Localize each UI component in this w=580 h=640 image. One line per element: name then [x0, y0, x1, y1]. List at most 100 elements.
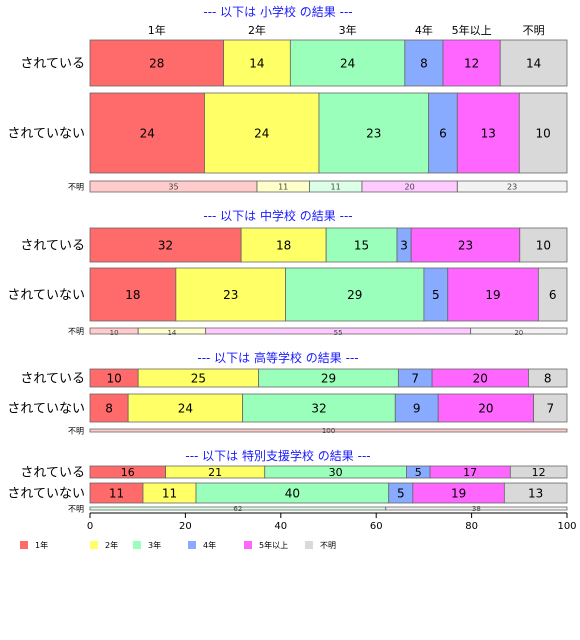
bar-segment: [89, 428, 568, 433]
data-label: 23: [507, 183, 517, 192]
row-label: されている: [20, 372, 85, 387]
data-label: 20: [514, 329, 523, 337]
row-label: されていない: [7, 487, 85, 502]
bar-segment: [437, 393, 535, 423]
bar-segment: [242, 393, 396, 423]
legend-swatch: [20, 541, 28, 549]
legend-label: 3年: [148, 540, 161, 550]
data-label: 21: [208, 466, 222, 479]
data-label: 10: [106, 372, 121, 386]
data-label: 11: [278, 183, 288, 192]
x-tick-label: 40: [274, 521, 287, 532]
panel-title: --- 以下は 中学校 の結果 ---: [203, 208, 352, 223]
bar-segment: [204, 92, 320, 174]
data-label: 11: [162, 487, 177, 501]
data-label: 5: [432, 288, 440, 302]
data-label: 32: [311, 402, 326, 416]
data-label: 11: [109, 487, 124, 501]
data-label: 10: [536, 239, 551, 253]
row-label: されている: [20, 239, 85, 254]
data-label: 14: [249, 57, 264, 71]
bar-segment: [503, 482, 568, 504]
data-label: 12: [464, 57, 479, 71]
data-label: 19: [485, 288, 500, 302]
category-header-label: 2年: [248, 23, 266, 37]
legend-label: 2年: [105, 540, 118, 550]
row-label-unknown: 不明: [68, 327, 84, 336]
bar-segment: [537, 267, 568, 322]
legend-swatch: [188, 541, 196, 549]
data-label: 35: [168, 183, 178, 192]
panel-title: --- 以下は 小学校 の結果 ---: [203, 4, 352, 19]
category-header-label: 不明: [523, 24, 545, 37]
legend-label: 4年: [203, 540, 216, 550]
row-label: されていない: [7, 402, 85, 417]
data-label: 9: [413, 402, 421, 416]
data-label: 10: [536, 127, 551, 141]
x-tick-label: 0: [87, 521, 93, 532]
bar-segment: [289, 39, 406, 87]
data-label: 20: [478, 402, 493, 416]
bar-segment: [528, 368, 568, 388]
data-label: 28: [149, 57, 164, 71]
bar-segment: [518, 92, 568, 174]
data-label: 6: [549, 288, 557, 302]
bar-segment: [533, 393, 568, 423]
row-label: されていない: [7, 127, 85, 142]
bar-segment: [89, 267, 177, 322]
data-label: 8: [105, 402, 113, 416]
category-header-label: 3年: [339, 23, 357, 37]
bar-segment: [428, 92, 458, 174]
bar-segment: [394, 393, 439, 423]
data-label: 14: [526, 57, 541, 71]
data-label: 62: [233, 505, 242, 513]
data-label: 38: [472, 505, 481, 513]
data-label: 20: [473, 372, 488, 386]
bar-segment: [175, 267, 286, 322]
data-label: 40: [285, 487, 300, 501]
legend-label: 1年: [35, 540, 48, 550]
data-label: 32: [158, 239, 173, 253]
data-label: 8: [420, 57, 428, 71]
panel-title: --- 以下は 特別支援学校 の結果 ---: [185, 448, 370, 463]
data-label: 16: [121, 466, 135, 479]
x-tick-label: 80: [465, 521, 478, 532]
data-label: 12: [532, 466, 546, 479]
data-label: 7: [546, 402, 554, 416]
data-label: 8: [544, 372, 552, 386]
data-label: 14: [167, 329, 176, 337]
data-label: 24: [254, 127, 269, 141]
bar-segment: [519, 227, 568, 263]
data-label: 23: [223, 288, 238, 302]
legend-label: 不明: [320, 541, 336, 550]
data-label: 100: [322, 427, 335, 435]
x-tick-label: 20: [179, 521, 192, 532]
data-label: 3: [400, 239, 408, 253]
bar-segment: [509, 465, 568, 479]
data-label: 23: [458, 239, 473, 253]
x-tick-label: 100: [557, 521, 576, 532]
legend-swatch: [244, 541, 252, 549]
data-label: 20: [404, 183, 414, 192]
legend-swatch: [90, 541, 98, 549]
bar-segment: [456, 180, 568, 193]
category-header-label: 5年以上: [452, 23, 492, 37]
row-label: されていない: [7, 288, 85, 303]
data-label: 24: [178, 402, 193, 416]
data-label: 29: [321, 372, 336, 386]
data-label: 5: [397, 487, 405, 501]
data-label: 23: [366, 127, 381, 141]
data-label: 6: [439, 127, 447, 141]
data-label: 15: [354, 239, 369, 253]
row-label: されている: [20, 466, 85, 481]
bar-segment: [499, 39, 568, 87]
data-label: 25: [191, 372, 206, 386]
data-label: 24: [340, 57, 355, 71]
bar-segment: [318, 92, 430, 174]
row-label-unknown: 不明: [68, 427, 84, 436]
data-label: 19: [451, 487, 466, 501]
bar-segment: [89, 92, 205, 174]
bar-segment: [410, 227, 521, 263]
category-header-label: 1年: [148, 23, 166, 37]
